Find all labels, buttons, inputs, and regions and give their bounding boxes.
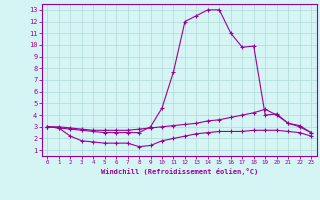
- X-axis label: Windchill (Refroidissement éolien,°C): Windchill (Refroidissement éolien,°C): [100, 168, 258, 175]
